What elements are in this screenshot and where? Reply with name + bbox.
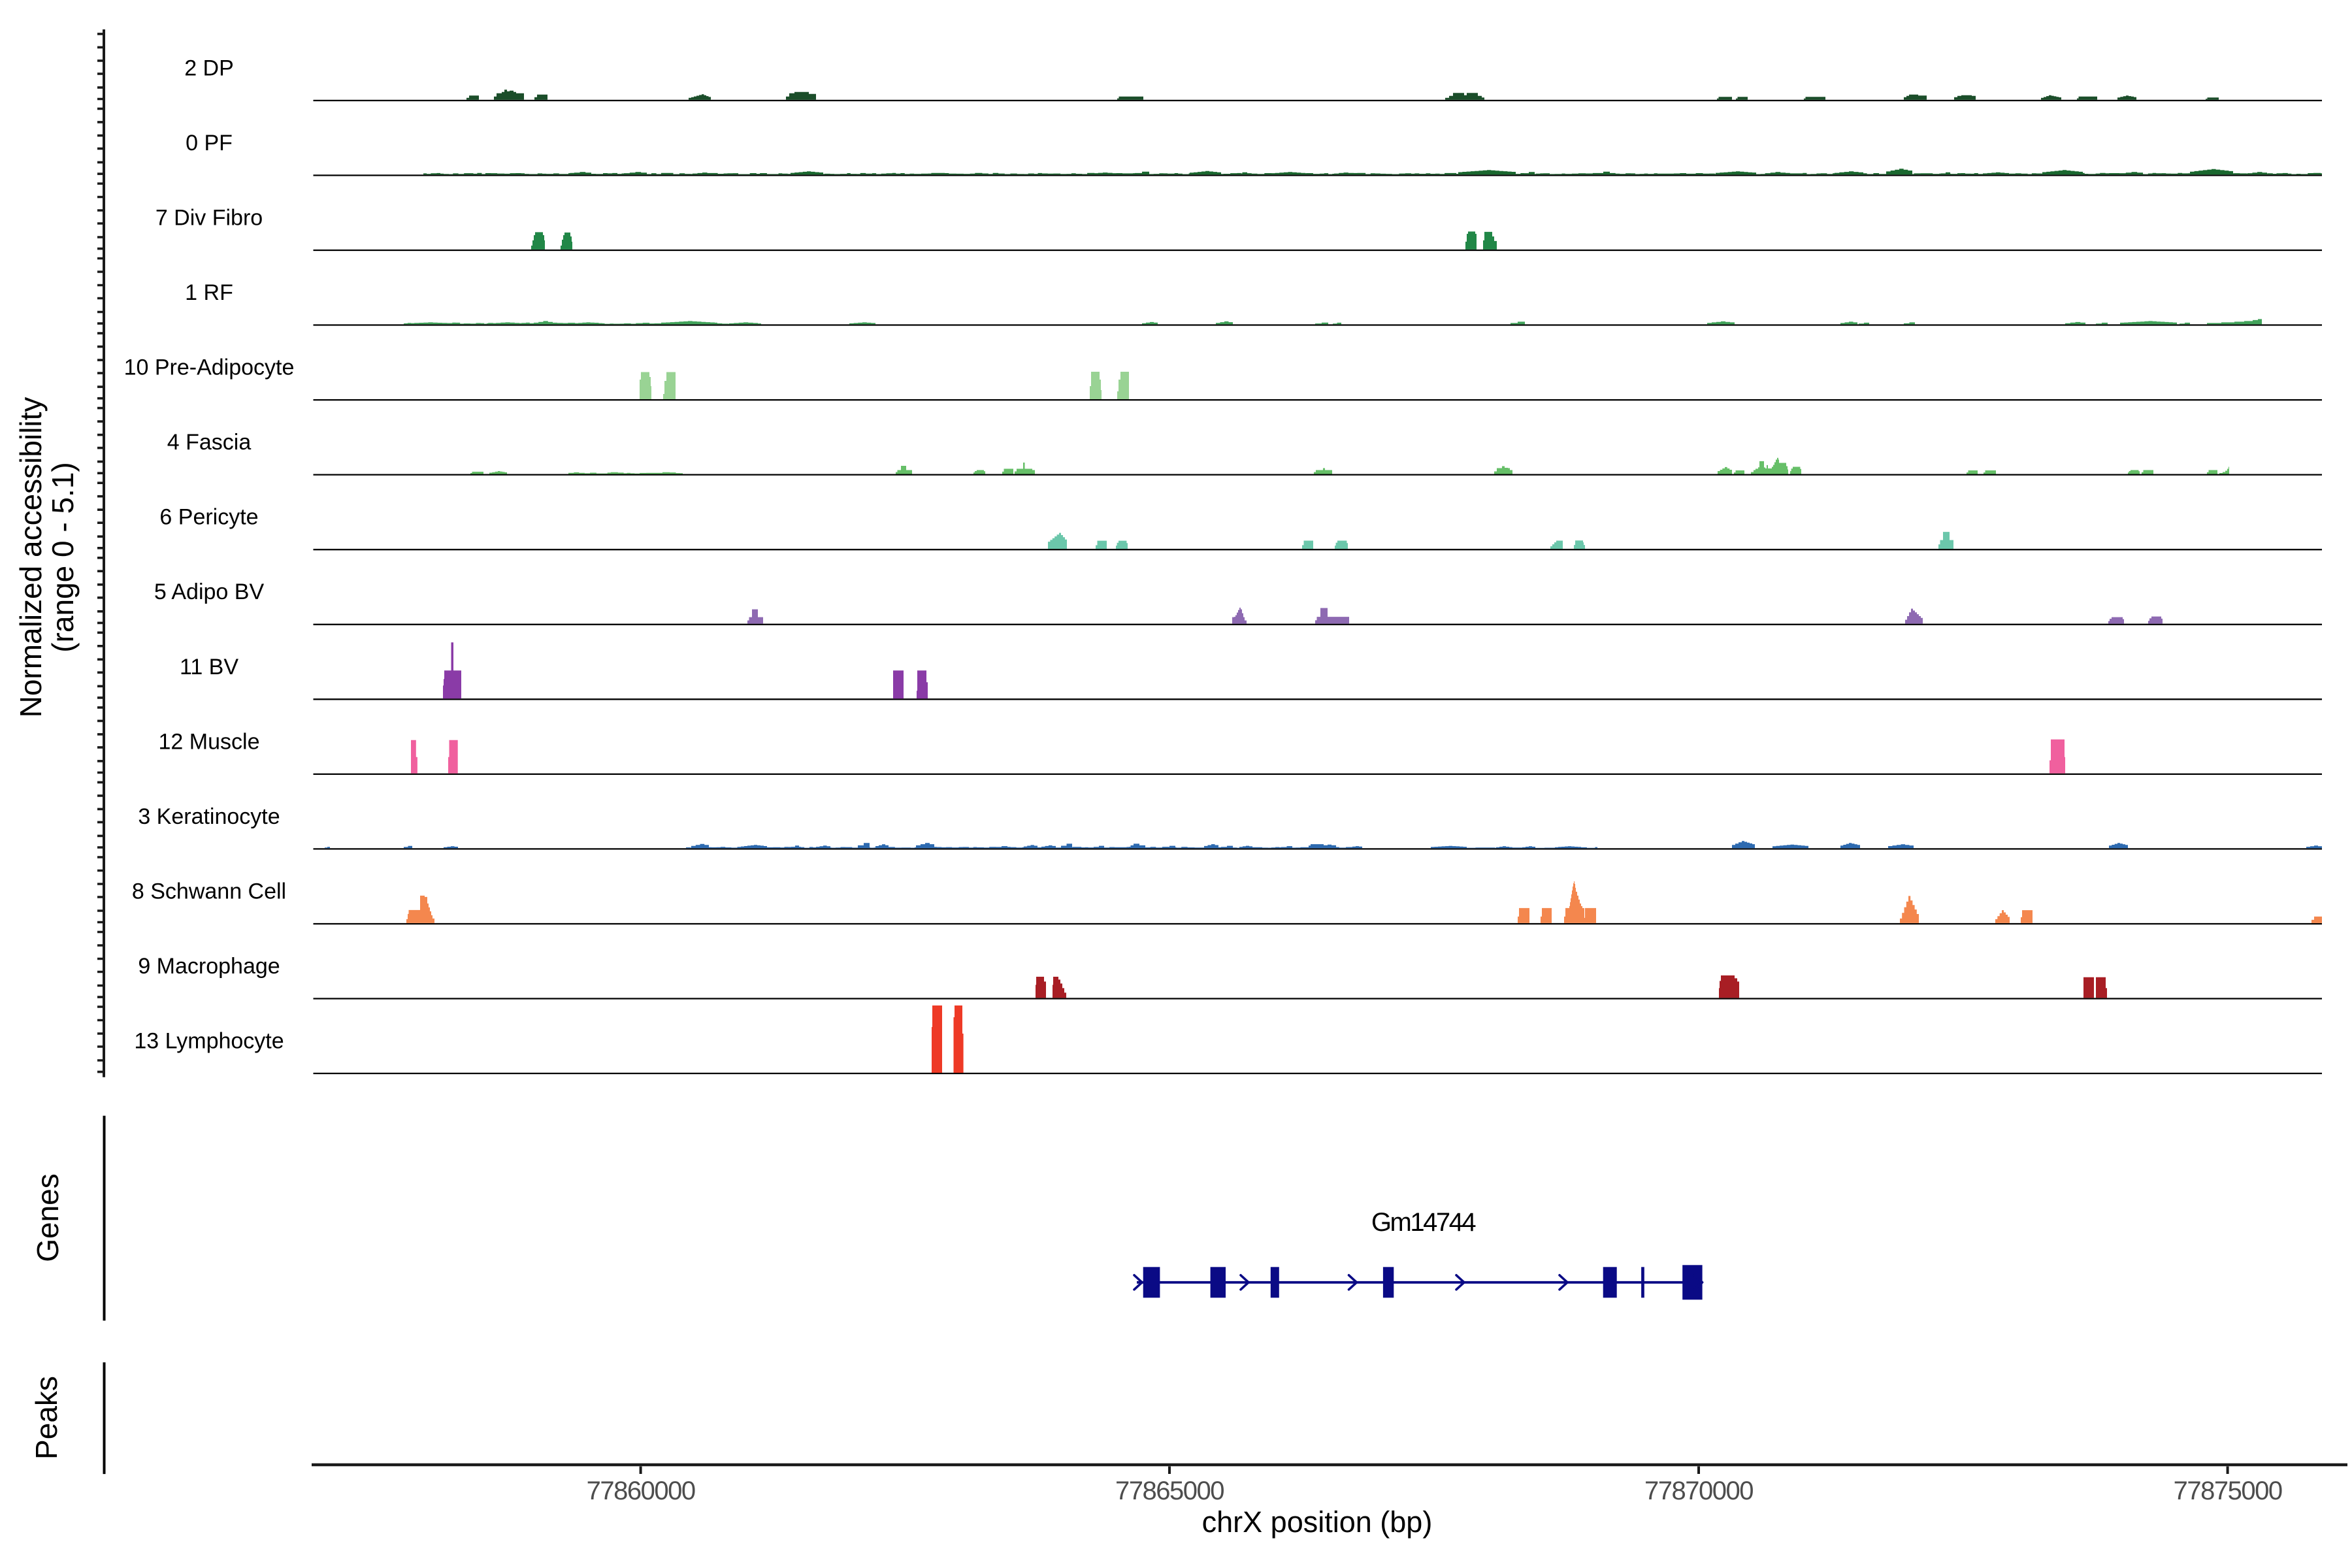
svg-text:77860000: 77860000 [587, 1477, 695, 1505]
svg-text:Normalized accessibility: Normalized accessibility [14, 397, 48, 718]
svg-text:1 RF: 1 RF [185, 280, 233, 305]
svg-text:(range 0 - 5.1): (range 0 - 5.1) [46, 462, 80, 652]
svg-text:0 PF: 0 PF [186, 131, 233, 155]
svg-text:77875000: 77875000 [2174, 1477, 2282, 1505]
svg-text:2 DP: 2 DP [184, 56, 234, 80]
svg-text:77865000: 77865000 [1115, 1477, 1224, 1505]
svg-text:7 Div Fibro: 7 Div Fibro [155, 206, 263, 231]
svg-text:11 BV: 11 BV [180, 655, 238, 679]
svg-text:9 Macrophage: 9 Macrophage [138, 954, 280, 979]
svg-text:Gm14744: Gm14744 [1371, 1208, 1476, 1237]
svg-text:3 Keratinocyte: 3 Keratinocyte [138, 804, 280, 829]
svg-text:4 Fascia: 4 Fascia [167, 430, 252, 455]
svg-text:13 Lymphocyte: 13 Lymphocyte [134, 1029, 284, 1054]
svg-text:chrX position (bp): chrX position (bp) [1202, 1505, 1433, 1539]
svg-text:8 Schwann Cell: 8 Schwann Cell [132, 879, 286, 904]
svg-text:5 Adipo BV: 5 Adipo BV [154, 580, 265, 604]
svg-text:Peaks: Peaks [29, 1376, 63, 1460]
svg-text:6 Pericyte: 6 Pericyte [159, 505, 258, 530]
svg-text:10 Pre-Adipocyte: 10 Pre-Adipocyte [124, 355, 295, 380]
svg-text:77870000: 77870000 [1644, 1477, 1753, 1505]
svg-text:12 Muscle: 12 Muscle [159, 729, 260, 754]
svg-text:Genes: Genes [31, 1173, 65, 1262]
